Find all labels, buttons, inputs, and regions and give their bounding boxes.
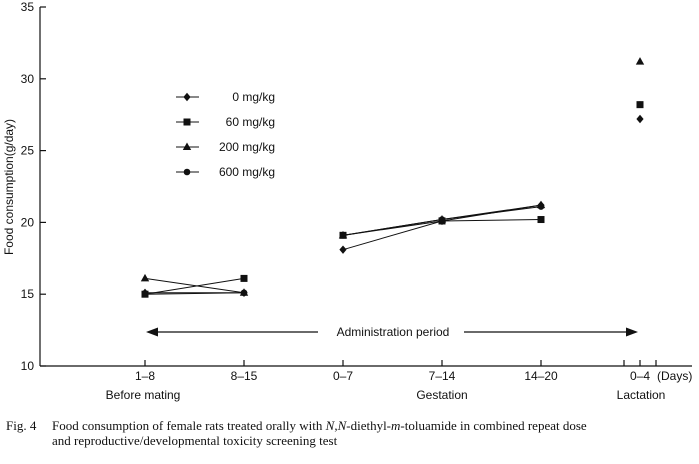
compound-m: m bbox=[391, 418, 401, 433]
food-consumption-chart: 10 15 20 25 30 35 Food consumption(g/day) 1–8… bbox=[2, 0, 692, 402]
data-point-0-mg-kg bbox=[339, 245, 347, 254]
data-point-60-mg-kg bbox=[240, 274, 248, 282]
data-point-0-mg-kg bbox=[636, 114, 644, 124]
caption-text-end: -toluamide in combined repeat dose bbox=[400, 418, 587, 433]
group-label-gestation: Gestation bbox=[416, 388, 467, 402]
y-axis: 10 15 20 25 30 35 Food consumption(g/day) bbox=[2, 0, 46, 373]
series-line-200-mg-kg bbox=[144, 277, 245, 294]
caption-text-start: Food consumption of female rats treated … bbox=[52, 418, 323, 433]
compound-n2: N bbox=[337, 418, 347, 433]
data-point-60-mg-kg bbox=[537, 216, 545, 224]
y-tick-label: 20 bbox=[21, 215, 35, 229]
x-tick-label: 8–15 bbox=[231, 369, 258, 383]
caption-line-1: Fig. 4 Food consumption of female rats tr… bbox=[6, 418, 696, 433]
arrow-label: Administration period bbox=[337, 325, 450, 339]
y-tick-label: 30 bbox=[21, 72, 35, 86]
compound-sep: , bbox=[334, 418, 338, 433]
data-point-600-mg-kg bbox=[438, 216, 446, 223]
x-tick-label: 7–14 bbox=[429, 369, 456, 383]
y-tick-label: 25 bbox=[21, 144, 35, 158]
data-point-600-mg-kg bbox=[636, 101, 644, 108]
y-tick-label: 10 bbox=[21, 359, 35, 373]
group-label-lactation: Lactation bbox=[617, 388, 666, 402]
legend-label: 0 mg/kg bbox=[232, 90, 275, 104]
data-point-600-mg-kg bbox=[339, 232, 347, 239]
figure-caption: Fig. 4 Food consumption of female rats tr… bbox=[6, 418, 696, 448]
series-line-60-mg-kg bbox=[144, 277, 245, 295]
data-point-200-mg-kg bbox=[635, 57, 645, 65]
x-unit-label: (Days) bbox=[657, 369, 692, 383]
compound-n1: N bbox=[325, 418, 335, 433]
data-point-600-mg-kg bbox=[240, 289, 248, 297]
legend-marker-60-mg-kg bbox=[183, 118, 191, 126]
data-point-600-mg-kg bbox=[141, 290, 149, 298]
x-tick-label: 0–7 bbox=[333, 369, 353, 383]
legend-label: 60 mg/kg bbox=[226, 115, 275, 129]
caption-line-2: and reproductive/developmental toxicity … bbox=[52, 433, 338, 448]
data-point-600-mg-kg bbox=[537, 203, 545, 210]
figure-number: Fig. 4 bbox=[6, 418, 37, 433]
x-axis: 1–8 8–15 0–7 7–14 14–20 0–4 (Days) Before mat… bbox=[40, 360, 692, 402]
series-markers bbox=[140, 57, 645, 298]
legend-marker-0-mg-kg bbox=[183, 92, 191, 102]
x-tick-label: 14–20 bbox=[524, 369, 558, 383]
group-label-before-mating: Before mating bbox=[106, 388, 181, 402]
y-axis-label: Food consumption(g/day) bbox=[2, 119, 16, 255]
administration-period-arrow: Administration period bbox=[146, 325, 638, 339]
data-point-200-mg-kg bbox=[140, 273, 150, 282]
x-tick-label: 0–4 bbox=[630, 369, 650, 383]
arrow-head-right bbox=[626, 327, 638, 337]
arrow-head-left bbox=[146, 327, 158, 337]
series-line-0-mg-kg bbox=[342, 204, 542, 251]
y-ticks: 10 15 20 25 30 35 bbox=[21, 0, 46, 373]
y-tick-label: 35 bbox=[21, 0, 35, 14]
y-tick-label: 15 bbox=[21, 287, 35, 301]
x-tick-label: 1–8 bbox=[135, 369, 155, 383]
series-line-600-mg-kg bbox=[144, 292, 245, 295]
x-ticks: 1–8 8–15 0–7 7–14 14–20 0–4 bbox=[135, 360, 657, 383]
legend: 0 mg/kg 60 mg/kg 200 mg/kg 600 mg/kg bbox=[176, 90, 275, 179]
legend-label: 600 mg/kg bbox=[219, 165, 275, 179]
legend-marker-600-mg-kg bbox=[183, 168, 191, 176]
legend-marker-200-mg-kg bbox=[182, 142, 192, 150]
legend-label: 200 mg/kg bbox=[219, 140, 275, 154]
compound-mid: -diethyl- bbox=[346, 418, 392, 433]
